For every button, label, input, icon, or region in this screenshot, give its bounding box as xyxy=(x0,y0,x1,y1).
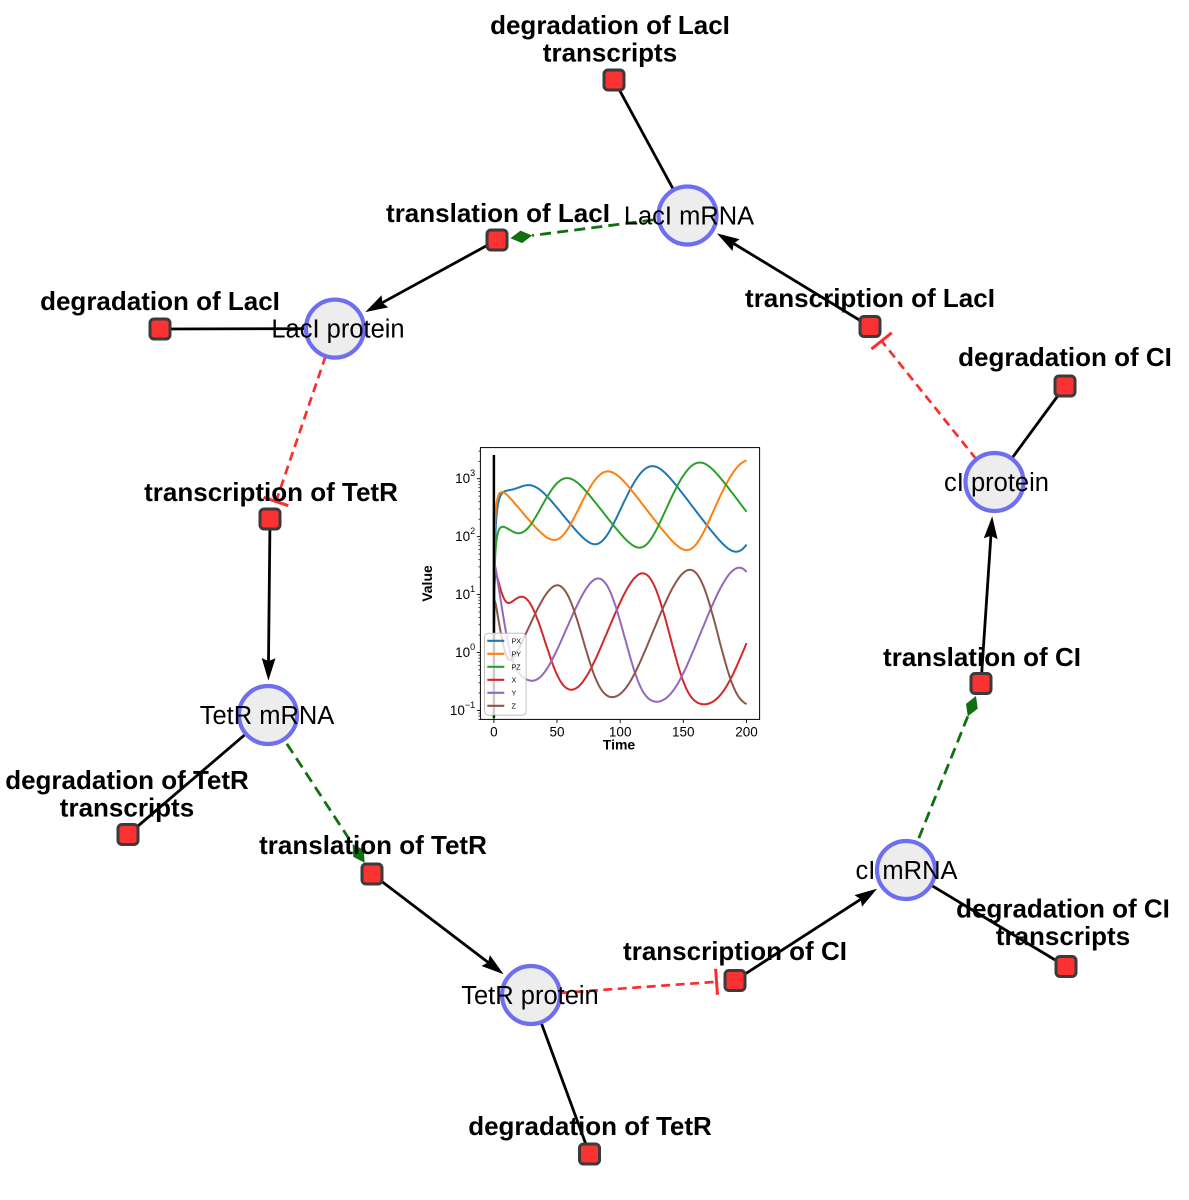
svg-text:degradation of TetR: degradation of TetR xyxy=(5,765,249,795)
svg-text:X: X xyxy=(512,676,517,685)
svg-text:transcription of TetR: transcription of TetR xyxy=(144,477,398,507)
svg-text:TetR protein: TetR protein xyxy=(461,982,599,1010)
svg-text:degradation of LacI: degradation of LacI xyxy=(490,10,730,40)
svg-text:transcripts: transcripts xyxy=(996,921,1130,951)
svg-text:transcripts: transcripts xyxy=(543,38,677,68)
svg-text:cI protein: cI protein xyxy=(944,469,1049,497)
svg-text:100: 100 xyxy=(609,724,632,739)
svg-text:TetR mRNA: TetR mRNA xyxy=(200,702,335,730)
svg-text:transcription of LacI: transcription of LacI xyxy=(745,283,995,313)
svg-text:cI mRNA: cI mRNA xyxy=(856,857,958,885)
svg-text:Value: Value xyxy=(419,565,435,602)
svg-text:50: 50 xyxy=(549,724,564,739)
svg-text:degradation of TetR: degradation of TetR xyxy=(468,1111,712,1141)
svg-text:LacI protein: LacI protein xyxy=(271,316,404,344)
svg-text:degradation of LacI: degradation of LacI xyxy=(40,286,280,316)
svg-text:150: 150 xyxy=(672,724,695,739)
svg-text:LacI mRNA: LacI mRNA xyxy=(624,203,754,231)
svg-text:transcripts: transcripts xyxy=(60,793,194,823)
svg-text:degradation of CI: degradation of CI xyxy=(958,342,1172,372)
svg-text:PX: PX xyxy=(512,637,522,646)
svg-text:0: 0 xyxy=(490,724,498,739)
svg-text:translation of CI: translation of CI xyxy=(883,642,1081,672)
svg-text:degradation of CI: degradation of CI xyxy=(956,894,1170,924)
svg-text:translation of LacI: translation of LacI xyxy=(386,198,610,228)
svg-text:Y: Y xyxy=(512,689,517,698)
svg-text:PY: PY xyxy=(512,650,522,659)
svg-text:200: 200 xyxy=(735,724,758,739)
svg-text:Time: Time xyxy=(603,737,636,753)
svg-text:Z: Z xyxy=(512,702,517,711)
svg-text:transcription of CI: transcription of CI xyxy=(623,936,847,966)
svg-text:translation of TetR: translation of TetR xyxy=(259,830,487,860)
svg-text:PZ: PZ xyxy=(512,663,522,672)
